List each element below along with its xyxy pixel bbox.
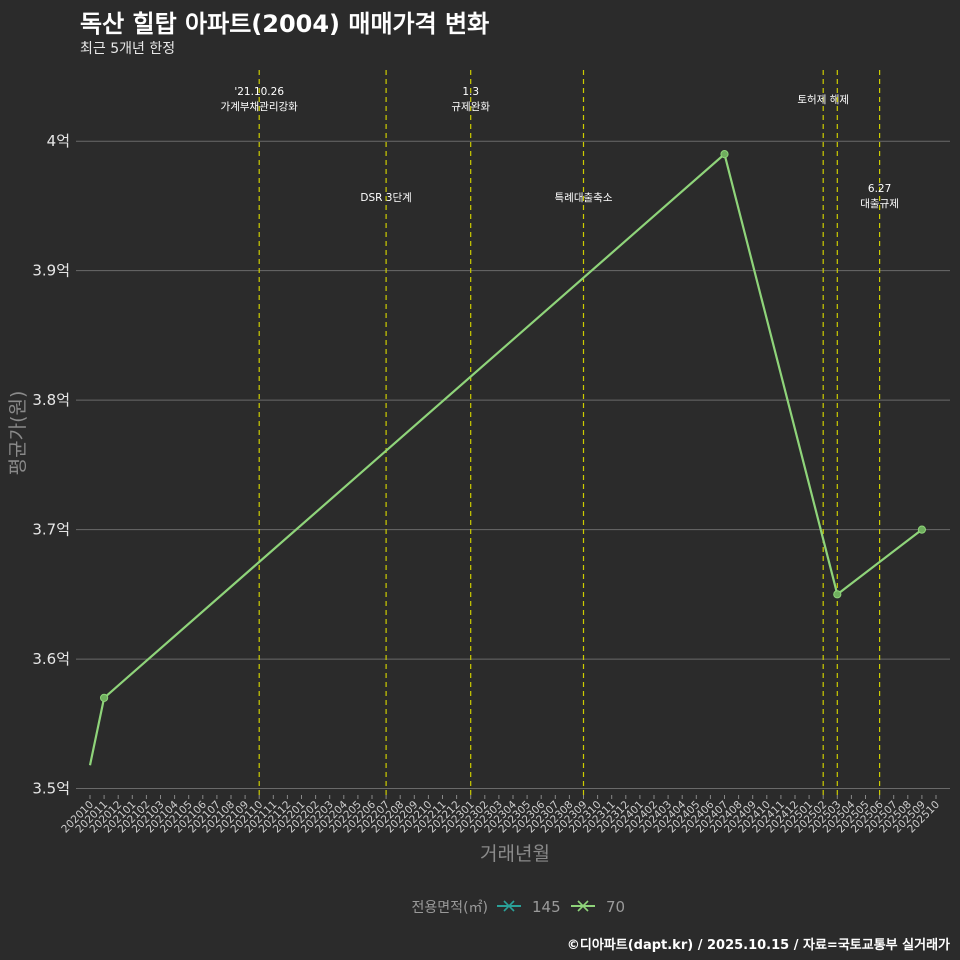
data-point bbox=[917, 525, 927, 534]
event-label: 가계부채관리강화 bbox=[221, 101, 299, 113]
legend-key-cross-145 bbox=[503, 900, 515, 912]
x-axis: 2020102020112020122021012021022021032021… bbox=[59, 795, 942, 835]
x-axis-title: 거래년월 bbox=[480, 843, 550, 865]
legend-label-70: 70 bbox=[606, 898, 625, 916]
grid-layer bbox=[76, 140, 950, 790]
event-label: 특례대출축소 bbox=[555, 192, 613, 204]
event-label: 1.3 bbox=[462, 86, 479, 98]
y-axis-title: 평균가(원) bbox=[7, 391, 29, 476]
chart-title: 독산 힐탑 아파트(2004) 매매가격 변화 bbox=[80, 10, 490, 38]
data-point bbox=[833, 590, 842, 599]
y-axis: 3.5억 3.6억 3.7억 3.8억 3.9억 4억 bbox=[32, 132, 70, 797]
y-tick-label: 3.5억 bbox=[32, 780, 70, 798]
event-label: 규제완화 bbox=[451, 100, 490, 113]
chart-subtitle: 최근 5개년 한정 bbox=[80, 41, 176, 57]
legend: 전용면적(㎡) 145 70 bbox=[412, 898, 626, 916]
event-label: DSR 3단계 bbox=[360, 192, 411, 204]
y-tick-label: 3.7억 bbox=[32, 521, 70, 539]
event-label: 대출규제 bbox=[860, 198, 899, 210]
event-label: 6.27 bbox=[868, 183, 891, 195]
source-caption: ©디아파트(dapt.kr) / 2025.10.15 / 자료=국토교통부 실… bbox=[566, 938, 950, 953]
y-tick-label: 3.6억 bbox=[32, 650, 70, 668]
data-point bbox=[100, 693, 109, 703]
data-point bbox=[720, 150, 729, 159]
event-label: '21.10.26 bbox=[234, 86, 284, 98]
legend-label-145: 145 bbox=[532, 898, 561, 916]
series-line-70 bbox=[88, 152, 923, 766]
y-tick-label: 4억 bbox=[47, 132, 70, 150]
series-layer bbox=[88, 150, 927, 766]
legend-title: 전용면적(㎡) bbox=[412, 900, 488, 916]
y-tick-label: 3.8억 bbox=[32, 391, 70, 409]
y-tick-label: 3.9억 bbox=[32, 262, 70, 280]
event-label: 토허제 해제 bbox=[797, 93, 849, 106]
legend-key-cross-70 bbox=[577, 900, 589, 912]
